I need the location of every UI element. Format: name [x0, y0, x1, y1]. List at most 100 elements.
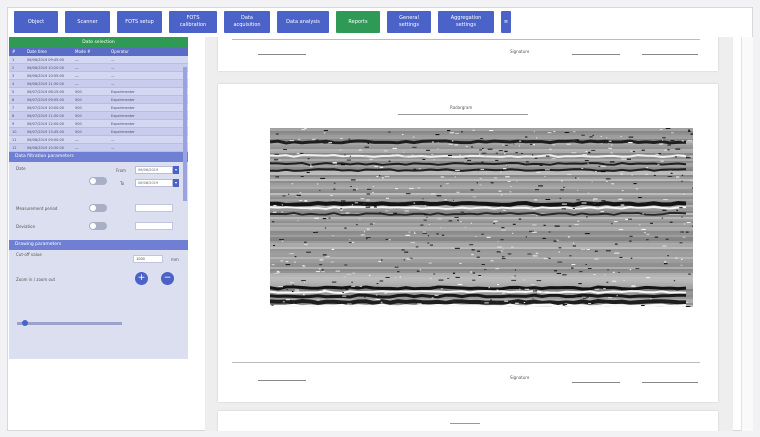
nav-button-9[interactable]: Aggregation settings [438, 11, 494, 33]
date-cell: 06/07/2019 09:05:00 [27, 98, 65, 102]
date-cell: 12 [12, 146, 17, 150]
date-row[interactable]: 4 06/06/2019 11:30:00 — — [9, 80, 188, 88]
from-label: From [116, 168, 126, 173]
date-cell: 5 [12, 90, 15, 94]
deviation-row: Deviation [9, 218, 188, 236]
to-label: To [120, 181, 125, 186]
logo-scribble [258, 51, 306, 55]
report-preview[interactable]: Signature Radargram Signature [205, 37, 733, 431]
period-input[interactable] [135, 204, 173, 212]
radargram-image [270, 128, 693, 313]
date-cell: 06/07/2019 12:00:00 [27, 122, 65, 126]
date-label: Date [16, 166, 26, 171]
date-selection-header: Date selection [9, 37, 188, 48]
date-cell: Experimenter [111, 122, 135, 126]
date-cell: — [111, 138, 115, 142]
date-row[interactable]: 3 06/06/2019 10:55:00 — — [9, 72, 188, 80]
date-cell: 500 [75, 106, 82, 110]
date-cell: — [75, 138, 79, 142]
right-scroll-strip[interactable] [741, 37, 753, 431]
nav-button-7[interactable]: Reports [336, 11, 380, 33]
from-dropdown-arrow[interactable]: ▾ [173, 166, 179, 174]
date-cell: 06/06/2019 10:55:00 [27, 74, 65, 78]
to-dropdown-arrow[interactable]: ▾ [173, 179, 179, 187]
date-cell: 500 [75, 90, 82, 94]
date-cell: Experimenter [111, 130, 135, 134]
date-cell: 1 [12, 58, 15, 62]
date-cell: 8 [12, 114, 15, 118]
nav-button-5[interactable]: Data acquisition [224, 11, 270, 33]
zoom-out-button[interactable]: − [161, 272, 174, 285]
date-cell: 06/07/2019 10:00:00 [27, 106, 65, 110]
nav-button-10[interactable]: ≡ [501, 11, 511, 33]
signature-label: Signature [510, 49, 530, 54]
date-cell: Experimenter [111, 90, 135, 94]
date-cell: 500 [75, 98, 82, 102]
deviation-label: Deviation [16, 224, 36, 229]
nav-button-4[interactable]: FOTS calibration [169, 11, 217, 33]
cutoff-slider[interactable] [17, 320, 122, 326]
date-cell: 06/08/2019 09:00:00 [27, 138, 65, 142]
col-mode-header[interactable]: Mode # [75, 49, 91, 54]
drawing-section-header: Drawing parameters [9, 240, 188, 250]
date-range-row: Date From 06/06/2019 ▾ To 06/08/2019 ▾ [9, 162, 188, 200]
date-cell: 06/07/2019 11:00:00 [27, 114, 65, 118]
period-row: Measurement period [9, 200, 188, 218]
date-row[interactable]: 5 06/07/2019 08:15:00 500 Experimenter [9, 88, 188, 96]
date-row[interactable]: 8 06/07/2019 11:00:00 500 Experimenter [9, 112, 188, 120]
from-date-select[interactable]: 06/06/2019 [135, 166, 173, 174]
date-table-scrollbar[interactable] [183, 67, 187, 201]
logo-scribble-2 [258, 377, 306, 381]
filter-section-header: Data filtration parameters [9, 152, 188, 162]
zoom-in-button[interactable]: + [135, 272, 148, 285]
date-cell: 06/07/2019 13:45:00 [27, 130, 65, 134]
report-page-previous: Signature [218, 37, 718, 71]
cutoff-label: Cut-off value [16, 252, 42, 257]
date-row[interactable]: 12 06/08/2019 10:30:00 — — [9, 144, 188, 152]
nav-button-2[interactable]: Scanner [65, 11, 110, 33]
date-cell: 3 [12, 74, 15, 78]
date-row[interactable]: 11 06/08/2019 09:00:00 — — [9, 136, 188, 144]
date-cell: — [75, 74, 79, 78]
date-row[interactable]: 7 06/07/2019 10:00:00 500 Experimenter [9, 104, 188, 112]
left-panel: Date selection # Date time Mode # Operat… [9, 37, 188, 359]
date-cell: 2 [12, 66, 15, 70]
cutoff-input[interactable]: 1000 [133, 255, 163, 263]
date-row[interactable]: 10 06/07/2019 13:45:00 500 Experimenter [9, 128, 188, 136]
date-filter-toggle[interactable] [89, 177, 107, 185]
date-cell: 10 [12, 130, 17, 134]
nav-button-8[interactable]: General settings [387, 11, 431, 33]
date-cell: 06/06/2019 10:20:00 [27, 66, 65, 70]
col-date-header[interactable]: Date time [27, 49, 47, 54]
nav-button-1[interactable]: Object [14, 11, 58, 33]
date-cell: 06/08/2019 10:30:00 [27, 146, 65, 150]
date-cell: Experimenter [111, 114, 135, 118]
nav-button-3[interactable]: FOTS setup [117, 11, 162, 33]
date-cell: Experimenter [111, 106, 135, 110]
to-date-select[interactable]: 06/08/2019 [135, 179, 173, 187]
date-row[interactable]: 2 06/06/2019 10:20:00 — — [9, 64, 188, 72]
date-row[interactable]: 6 06/07/2019 09:05:00 500 Experimenter [9, 96, 188, 104]
deviation-input[interactable] [135, 222, 173, 230]
zoom-label: Zoom in / zoom out [16, 277, 56, 282]
date-table-header: # Date time Mode # Operator [9, 48, 188, 56]
date-table-body: 1 06/06/2019 09:45:00 — — 2 06/06/2019 10:20:… [9, 56, 188, 152]
date-row[interactable]: 9 06/07/2019 12:00:00 500 Experimenter [9, 120, 188, 128]
date-cell: — [111, 58, 115, 62]
date-cell: — [75, 66, 79, 70]
nav-button-6[interactable]: Data analysis [277, 11, 329, 33]
cutoff-slider-knob[interactable] [22, 320, 29, 326]
date-cell: 9 [12, 122, 15, 126]
date-cell: 6 [12, 98, 15, 102]
date-cell: — [111, 82, 115, 86]
top-navigation: Object Scanner FOTS setup FOTS calibration D… [14, 11, 511, 35]
date-cell: — [111, 66, 115, 70]
date-cell: 06/07/2019 08:15:00 [27, 90, 65, 94]
date-cell: 11 [12, 138, 17, 142]
date-cell: 500 [75, 114, 82, 118]
report-page-next [218, 411, 718, 431]
col-operator-header[interactable]: Operator [111, 49, 129, 54]
deviation-toggle[interactable] [89, 222, 107, 230]
date-row[interactable]: 1 06/06/2019 09:45:00 — — [9, 56, 188, 64]
period-toggle[interactable] [89, 204, 107, 212]
